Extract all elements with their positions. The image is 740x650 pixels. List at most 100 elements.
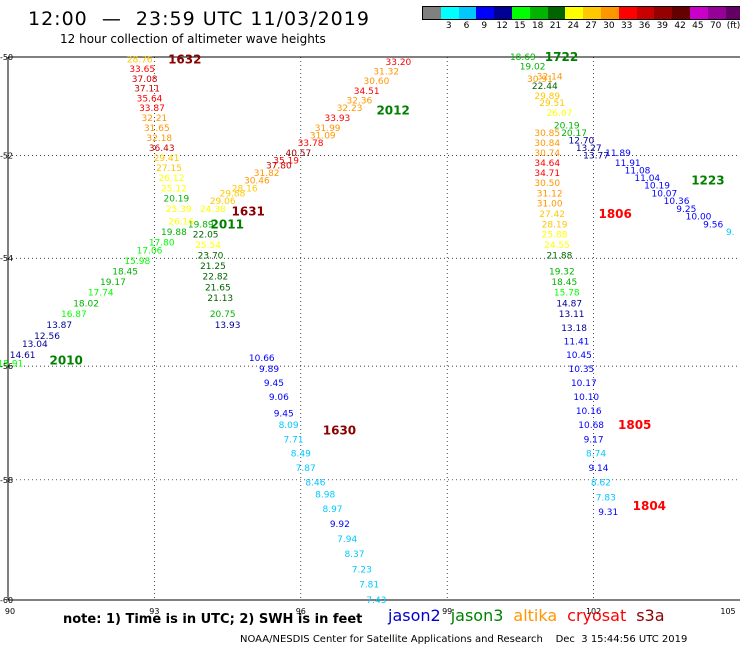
legend-jason2: jason2 <box>388 606 441 625</box>
wave-height-points: 28.7633.6537.0837.1135.6433.8732.2131.65… <box>0 53 735 606</box>
wave-height-value: 15.78 <box>554 289 580 299</box>
wave-height-value: 30.84 <box>534 139 560 149</box>
wave-height-value: 33.93 <box>325 114 351 124</box>
color-scale-label: 9 <box>481 21 488 31</box>
wave-height-value: 32.18 <box>146 134 172 144</box>
wave-height-value: 9.31 <box>598 508 618 518</box>
wave-height-value: 31.12 <box>537 189 563 199</box>
wave-height-value: 31.00 <box>537 200 563 210</box>
color-scale-label: 24 <box>567 21 580 31</box>
lat-tick-label: -58 <box>0 476 13 485</box>
wave-height-value: 29.88 <box>220 189 246 199</box>
wave-height-value: 30.74 <box>534 149 560 159</box>
wave-height-value: 20.19 <box>554 121 580 131</box>
lon-tick-label: 99 <box>442 607 452 616</box>
color-swatch-11 <box>618 7 637 19</box>
pass-time-label: 1805 <box>618 418 651 432</box>
wave-height-value: 26.07 <box>547 109 573 119</box>
lat-tick-label: -56 <box>0 362 13 371</box>
color-scale-label: 18 <box>531 21 544 31</box>
lon-tick-label: 90 <box>5 607 15 616</box>
color-swatch-16 <box>707 7 726 19</box>
footer-note: note: 1) Time is in UTC; 2) SWH is in fe… <box>63 612 363 627</box>
wave-height-value: 18.45 <box>551 278 577 288</box>
wave-height-value: 9.06 <box>269 393 289 403</box>
color-scale-label: 27 <box>585 21 597 31</box>
wave-height-value: 15.98 <box>124 257 150 267</box>
wave-height-value: 9.92 <box>330 520 350 530</box>
wave-height-value: 24.38 <box>200 205 226 215</box>
legend-jason3: jason3 <box>450 606 504 625</box>
wave-height-value: 13.93 <box>215 321 241 331</box>
color-swatch-4 <box>494 7 512 19</box>
wave-height-value: 17.74 <box>88 289 114 299</box>
wave-height-value: 30.91 <box>527 75 553 85</box>
wave-height-value: 34.64 <box>534 159 560 169</box>
wave-height-value: 14.87 <box>556 299 582 309</box>
pass-time-label: 2012 <box>376 104 409 118</box>
wave-height-value: 16.87 <box>61 310 87 320</box>
wave-height-value: 31.32 <box>373 67 399 77</box>
wave-height-value: 40.57 <box>285 149 311 159</box>
color-swatch-2 <box>458 7 477 19</box>
pass-time-label: 1223 <box>691 174 724 188</box>
wave-height-value: 33.78 <box>298 139 324 149</box>
wave-height-value: 31.99 <box>315 124 341 134</box>
color-scale-label: 42 <box>674 21 686 31</box>
color-scale-label: 3 <box>445 21 452 31</box>
color-scale-label: 12 <box>496 21 508 31</box>
wave-height-value: 13.11 <box>559 310 585 320</box>
wave-height-value: 10.19 <box>644 182 670 192</box>
pass-time-label: 1631 <box>232 204 265 218</box>
wave-height-value: 11.41 <box>564 337 590 347</box>
pass-time-label: 1632 <box>168 52 201 66</box>
wave-height-value: 11.91 <box>615 159 641 169</box>
wave-height-value: 29.41 <box>154 154 180 164</box>
wave-height-value: 7.71 <box>283 435 303 445</box>
wave-height-value: 35.64 <box>137 94 163 104</box>
wave-height-value: 29.51 <box>539 99 565 109</box>
wave-height-value: 29.06 <box>210 197 236 207</box>
wave-height-value: 7.83 <box>596 493 616 503</box>
wave-height-value: 10.35 <box>569 365 595 375</box>
wave-height-value: 28.16 <box>232 184 258 194</box>
color-scale-label: 36 <box>638 21 651 31</box>
wave-height-value: 13.04 <box>22 340 48 350</box>
wave-height-value: 26.12 <box>159 174 185 184</box>
color-scale-label: 45 <box>692 21 704 31</box>
wave-height-value: 17.06 <box>137 246 163 256</box>
wave-height-value: 27.15 <box>156 164 182 174</box>
wave-height-value: 37.80 <box>266 161 292 171</box>
map-gridlines <box>8 57 740 600</box>
wave-height-value: 22.05 <box>193 231 219 241</box>
wave-height-value: 37.11 <box>134 85 160 95</box>
wave-height-value: 34.71 <box>534 169 560 179</box>
color-scale-labels: 3 6 9 12 15 18 21 24 27 30 33 36 39 42 45 70 (ft) <box>422 21 740 33</box>
wave-height-value: 30.60 <box>364 77 390 87</box>
wave-height-value: 27.42 <box>539 210 565 220</box>
wave-height-value: 7.23 <box>352 565 372 575</box>
color-swatch-14 <box>672 7 690 19</box>
wave-height-value: 36.43 <box>149 144 175 154</box>
wave-height-value: 10.00 <box>686 212 712 222</box>
color-swatch-12 <box>636 7 655 19</box>
color-swatch-1 <box>440 7 459 19</box>
wave-height-value: 28.76 <box>127 55 153 65</box>
wave-height-value: 9.45 <box>274 410 294 420</box>
wave-height-value: 9.45 <box>264 379 284 389</box>
wave-height-value: 13.87 <box>46 321 72 331</box>
color-swatch-7 <box>547 7 566 19</box>
lon-tick-label: 93 <box>149 607 159 616</box>
wave-height-value: 19.88 <box>161 228 187 238</box>
wave-height-value: 10.66 <box>249 354 275 364</box>
pass-time-label: 1806 <box>598 207 631 221</box>
wave-height-value: 30.50 <box>534 179 560 189</box>
wave-height-value: 8.98 <box>315 490 335 500</box>
color-scale-label: 33 <box>620 21 633 31</box>
map-frame <box>7 56 740 601</box>
wave-height-value: 19.02 <box>520 63 546 73</box>
wave-height-value: 22.44 <box>532 82 558 92</box>
wave-height-value: 11.04 <box>634 174 660 184</box>
wave-height-value: 23.70 <box>198 252 224 262</box>
